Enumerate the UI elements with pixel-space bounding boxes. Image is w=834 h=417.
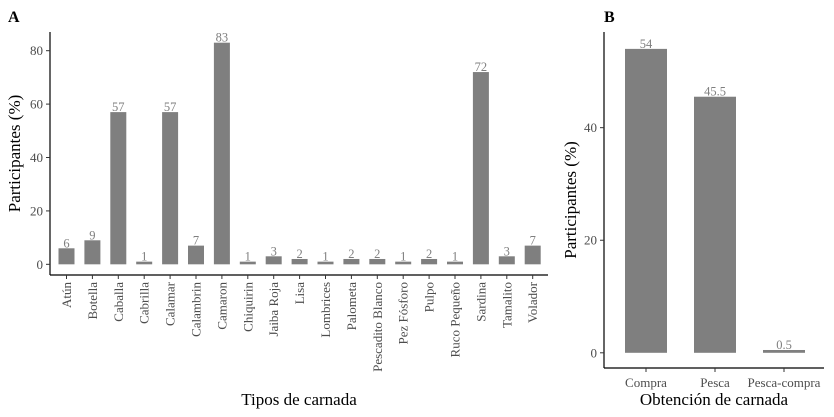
x-tick-label: Calamar bbox=[163, 281, 178, 326]
y-tick-label: 40 bbox=[30, 150, 43, 165]
x-tick-label: Compra bbox=[625, 375, 667, 390]
panel-label: B bbox=[604, 9, 615, 26]
x-tick-label: Atún bbox=[59, 282, 74, 309]
data-label: 6 bbox=[63, 236, 69, 250]
data-label: 57 bbox=[164, 100, 177, 114]
data-label: 2 bbox=[374, 247, 380, 261]
x-tick-label: Calambrin bbox=[189, 282, 204, 337]
data-label: 1 bbox=[322, 250, 328, 264]
bar bbox=[265, 256, 282, 265]
y-tick-label: 60 bbox=[30, 97, 43, 112]
data-label: 3 bbox=[271, 244, 277, 258]
x-tick-label: Sardina bbox=[473, 282, 488, 322]
x-tick-label: Cabrilla bbox=[137, 282, 152, 324]
x-tick-label: Pulpo bbox=[422, 282, 437, 312]
bar bbox=[369, 258, 386, 265]
bar bbox=[421, 258, 438, 265]
y-tick-label: 80 bbox=[30, 43, 43, 58]
x-tick-label: Pesca bbox=[700, 375, 730, 390]
x-axis-title: Tipos de carnada bbox=[241, 390, 357, 409]
data-label: 72 bbox=[475, 60, 488, 74]
y-tick-label: 20 bbox=[584, 233, 597, 248]
data-label: 9 bbox=[89, 228, 95, 242]
bar bbox=[395, 261, 412, 265]
data-label: 2 bbox=[426, 247, 432, 261]
data-label: 1 bbox=[452, 250, 458, 264]
x-tick-label: Chiquirin bbox=[240, 282, 255, 332]
x-tick-label: Pesca-compra bbox=[748, 375, 821, 390]
data-label: 83 bbox=[216, 31, 229, 45]
bar bbox=[162, 112, 179, 265]
x-tick-label: Pez Fósforo bbox=[396, 282, 411, 344]
x-tick-label: Jaiba Roja bbox=[266, 282, 281, 337]
data-label: 2 bbox=[348, 247, 354, 261]
data-label: 2 bbox=[296, 247, 302, 261]
bar bbox=[291, 258, 308, 265]
x-tick-label: Caballa bbox=[111, 282, 126, 322]
data-label: 3 bbox=[504, 244, 510, 258]
y-tick-label: 40 bbox=[584, 120, 597, 135]
bar bbox=[239, 261, 256, 265]
x-tick-label: Palometa bbox=[344, 282, 359, 331]
bar bbox=[110, 112, 127, 265]
x-tick-label: Camaron bbox=[214, 282, 229, 330]
bar bbox=[58, 248, 75, 265]
panel-B: B 0 20 40 54 Compra 45.5 Pesca 0.5 Pesca-compraOb… bbox=[561, 9, 824, 409]
bar bbox=[498, 256, 515, 265]
data-label: 7 bbox=[193, 234, 199, 248]
data-label: 54 bbox=[640, 37, 653, 51]
x-tick-label: Lombrices bbox=[318, 282, 333, 338]
panel-label: A bbox=[8, 9, 20, 26]
panel-A: A 0 20 40 60 80 6 Atún 9 Botella 57 Caballa 1 Cabrill… bbox=[5, 9, 548, 409]
y-axis-title: Participantes (%) bbox=[561, 141, 580, 259]
bar bbox=[694, 96, 736, 353]
data-label: 45.5 bbox=[704, 85, 726, 99]
x-tick-label: Lisa bbox=[292, 282, 307, 305]
bar bbox=[136, 261, 153, 265]
x-tick-label: Volador bbox=[525, 281, 540, 323]
bar bbox=[472, 72, 489, 265]
data-label: 1 bbox=[245, 250, 251, 264]
data-label: 1 bbox=[141, 250, 147, 264]
data-label: 7 bbox=[530, 234, 536, 248]
y-tick-label: 20 bbox=[30, 203, 43, 218]
bar bbox=[763, 349, 805, 353]
x-tick-label: Pescadito Blanco bbox=[370, 282, 385, 372]
x-axis-title: Obtención de carnada bbox=[640, 390, 789, 409]
y-axis-title: Participantes (%) bbox=[5, 95, 24, 213]
data-label: 0.5 bbox=[776, 338, 792, 352]
x-tick-label: Ruco Pequeño bbox=[448, 282, 463, 357]
data-label: 57 bbox=[112, 100, 125, 114]
bar bbox=[188, 245, 204, 265]
x-tick-label: Tamalito bbox=[499, 282, 514, 328]
bar bbox=[213, 42, 230, 265]
bar bbox=[447, 261, 463, 265]
bar bbox=[317, 261, 334, 265]
y-tick-label: 0 bbox=[37, 257, 44, 272]
bar bbox=[625, 48, 667, 353]
data-label: 1 bbox=[400, 250, 406, 264]
bar bbox=[343, 258, 360, 265]
bar bbox=[84, 240, 101, 265]
x-tick-label: Botella bbox=[85, 282, 100, 320]
bar bbox=[524, 245, 541, 265]
y-tick-label: 0 bbox=[591, 345, 598, 360]
